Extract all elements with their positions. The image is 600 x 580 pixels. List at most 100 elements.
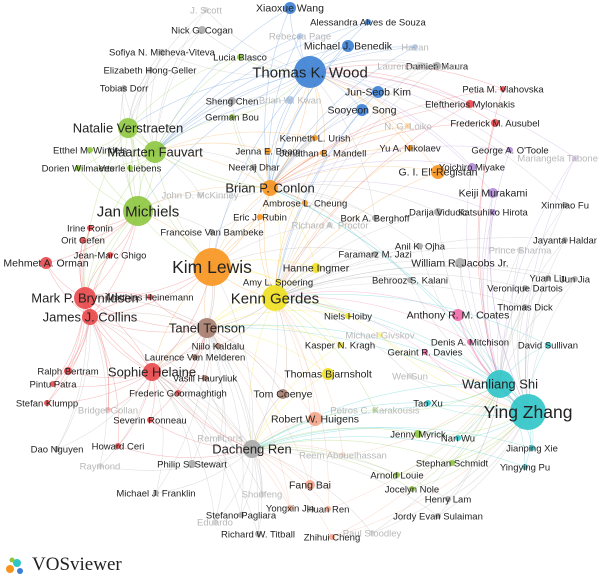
node-anil-k-ojha[interactable] [417, 243, 423, 249]
node-hazan[interactable] [412, 44, 418, 50]
node-j-scott[interactable] [203, 7, 209, 13]
node-jenny-myrick[interactable] [414, 430, 422, 438]
label-fang-bai[interactable]: Fang Bai [289, 480, 331, 492]
node-severin-ronneau[interactable] [147, 417, 153, 423]
node-jonathan-b-mandell[interactable] [320, 150, 326, 156]
node-niels-hoiby[interactable] [345, 313, 351, 319]
node-alessandra-alves-de-souza[interactable] [365, 19, 371, 25]
label-veronique-dartois[interactable]: Veronique Dartois [487, 283, 563, 294]
node-hanne-ingmer[interactable] [311, 263, 321, 273]
label-kasper-n-kragh[interactable]: Kasper N. Kragh [305, 340, 375, 351]
node-jayanta-haldar[interactable] [562, 237, 568, 243]
label-rebecca-page[interactable]: Rebecca Page [269, 31, 331, 42]
label-laurence-van-melderen[interactable]: Laurence Van Melderen [145, 352, 246, 363]
label-ralph-bertram[interactable]: Ralph Bertram [37, 366, 98, 377]
node-ralph-bertram[interactable] [64, 367, 72, 375]
label-orit-gefen[interactable]: Orit Gefen [61, 235, 105, 246]
label-keiji-murakami[interactable]: Keiji Murakami [459, 188, 528, 200]
label-geraint-r-davies[interactable]: Geraint R. Davies [388, 347, 463, 358]
label-william-r-jacobs-jr[interactable]: William R. Jacobs Jr. [411, 258, 508, 270]
node-sheng-chen[interactable] [228, 97, 236, 105]
label-paul-stoodley[interactable]: Paul Stoodley [343, 528, 402, 539]
label-mehmet-a-orman[interactable]: Mehmet A. Orman [3, 258, 88, 270]
label-huan-ren[interactable]: Huan Ren [307, 504, 350, 515]
label-john-d-mckinney[interactable]: John D. McKinney [161, 190, 238, 201]
node-richard-w-titball[interactable] [255, 531, 261, 537]
node-henry-lam[interactable] [445, 496, 451, 502]
label-petia-m-vlahovska[interactable]: Petia M. Vlahovska [462, 84, 544, 95]
node-kasper-n-kragh[interactable] [337, 342, 343, 348]
node-yoichiro-miyake[interactable] [468, 163, 476, 171]
node-maarten-fauvart[interactable] [144, 141, 166, 163]
label-nan-wu[interactable]: Nan Wu [441, 433, 475, 444]
node-dao-nguyen[interactable] [54, 446, 60, 452]
node-anthony-r-m-coates[interactable] [452, 309, 464, 321]
node-james-j-collins[interactable] [82, 309, 98, 325]
label-nick-g-cogan[interactable]: Nick G. Cogan [171, 25, 233, 36]
label-tao-xu[interactable]: Tao Xu [413, 398, 443, 409]
node-veerle-liebens[interactable] [127, 165, 133, 171]
node-niilo-kaldalu[interactable] [215, 343, 221, 349]
label-bridget-gollan[interactable]: Bridget Gollan [78, 405, 138, 416]
label-jean-marc-ghigo[interactable]: Jean-Marc Ghigo [74, 250, 147, 261]
label-vasili-hauryliuk[interactable]: Vasili Hauryliuk [173, 373, 237, 384]
node-amy-l-spoering[interactable] [275, 279, 281, 285]
node-natalie-verstraeten[interactable] [118, 118, 138, 138]
node-michael-j-benedik[interactable] [342, 40, 354, 52]
node-george-a-o-toole[interactable] [507, 147, 513, 153]
node-behrooz-s-kalani[interactable] [407, 277, 413, 283]
node-william-r-jacobs-jr[interactable] [455, 258, 465, 268]
node-michael-givskov[interactable] [377, 332, 383, 338]
node-jun-jia[interactable] [572, 276, 578, 282]
node-laurence-g-rahme[interactable] [416, 62, 424, 70]
label-matthias-heinemann[interactable]: Matthias Heinemann [106, 292, 193, 303]
node-veronique-dartois[interactable] [522, 285, 528, 291]
node-fang-bai[interactable] [305, 480, 315, 490]
label-prince-sharma[interactable]: Prince Sharma [489, 245, 553, 256]
label-faramarz-m-jazi[interactable]: Faramarz M. Jazi [338, 249, 411, 260]
node-xiaoxue-wang[interactable] [284, 2, 296, 14]
label-bork-a-berghoff[interactable]: Bork A. Berghoff [340, 213, 409, 224]
label-george-a-o-toole[interactable]: George A. O'Toole [471, 145, 548, 156]
node-brian-p-conlon[interactable] [262, 180, 278, 196]
node-petros-c-karakousis[interactable] [372, 407, 378, 413]
label-jun-seob-kim[interactable]: Jun-Seob Kim [345, 87, 411, 99]
label-xinmiao-fu[interactable]: Xinmiao Fu [541, 200, 589, 211]
node-richard-a-proctor[interactable] [327, 222, 333, 228]
label-jenna-e-beam[interactable]: Jenna E. Beam [236, 146, 301, 157]
label-michael-givskov[interactable]: Michael Givskov [345, 330, 414, 341]
node-frederic-goormaghtigh[interactable] [175, 390, 181, 396]
label-amy-l-spoering[interactable]: Amy L. Spoering [243, 277, 313, 288]
node-shoufeng[interactable] [259, 491, 265, 497]
node-darija-viducic[interactable] [434, 208, 442, 216]
label-arnold-louie[interactable]: Arnold Louie [370, 470, 423, 481]
label-jordy-evan-sulaiman[interactable]: Jordy Evan Sulaiman [393, 511, 483, 522]
node-jan-michiels[interactable] [123, 196, 153, 226]
node-ambrose-l-cheung[interactable] [302, 200, 308, 206]
label-lucia-blasco[interactable]: Lucia Blasco [213, 52, 267, 63]
label-michael-j-benedik[interactable]: Michael J. Benedik [304, 41, 393, 53]
label-dao-nguyen[interactable]: Dao Nguyen [31, 444, 84, 455]
node-thomas-k-wood[interactable] [294, 56, 326, 88]
label-yoichiro-miyake[interactable]: Yoichiro Miyake [439, 162, 505, 173]
label-stefan-klumpp[interactable]: Stefan Klumpp [16, 398, 78, 409]
node-thomas-bjarnsholt[interactable] [322, 368, 334, 380]
node-frederick-m-ausubel[interactable] [491, 119, 499, 127]
label-eduardo[interactable]: Eduardo [197, 517, 233, 528]
label-henry-lam[interactable]: Henry Lam [425, 494, 472, 505]
label-behrooz-s-kalani[interactable]: Behrooz S. Kalani [372, 275, 448, 286]
label-elizabeth-hong-geller[interactable]: Elizabeth Hong-Geller [104, 65, 197, 76]
node-stefano-pagliara[interactable] [238, 512, 244, 518]
node-xinmiao-fu[interactable] [562, 202, 568, 208]
node-katsuhiko-hirota[interactable] [490, 209, 496, 215]
label-severin-ronneau[interactable]: Severin Ronneau [113, 415, 186, 426]
node-reem-abouelhassan[interactable] [340, 452, 346, 458]
node-yu-a-nikolaev[interactable] [407, 145, 413, 151]
label-anil-k-ojha[interactable]: Anil K. Ojha [395, 241, 446, 252]
node-kenn-gerdes[interactable] [262, 285, 288, 311]
label-yu-a-nikolaev[interactable]: Yu A. Nikolaev [379, 143, 441, 154]
label-sophie-helaine[interactable]: Sophie Helaine [108, 365, 196, 380]
label-yongxin-jin[interactable]: Yongxin Jin [266, 503, 314, 514]
node-yongxin-jin[interactable] [287, 505, 293, 511]
